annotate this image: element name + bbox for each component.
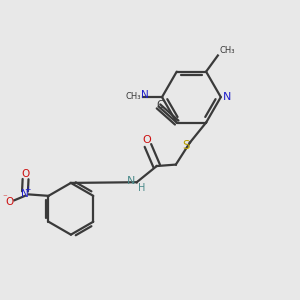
Text: CH₃: CH₃ bbox=[219, 46, 235, 55]
Text: CH₃: CH₃ bbox=[125, 92, 141, 101]
Text: O: O bbox=[142, 135, 151, 145]
Text: N: N bbox=[127, 176, 135, 186]
Text: H: H bbox=[138, 182, 146, 193]
Text: ⁻: ⁻ bbox=[2, 193, 7, 202]
Text: +: + bbox=[24, 185, 31, 194]
Text: N: N bbox=[223, 92, 232, 102]
Text: N: N bbox=[21, 188, 29, 199]
Text: S: S bbox=[183, 139, 190, 152]
Text: C: C bbox=[156, 100, 164, 110]
Text: N: N bbox=[141, 90, 149, 100]
Text: O: O bbox=[5, 197, 13, 207]
Text: O: O bbox=[21, 169, 30, 179]
